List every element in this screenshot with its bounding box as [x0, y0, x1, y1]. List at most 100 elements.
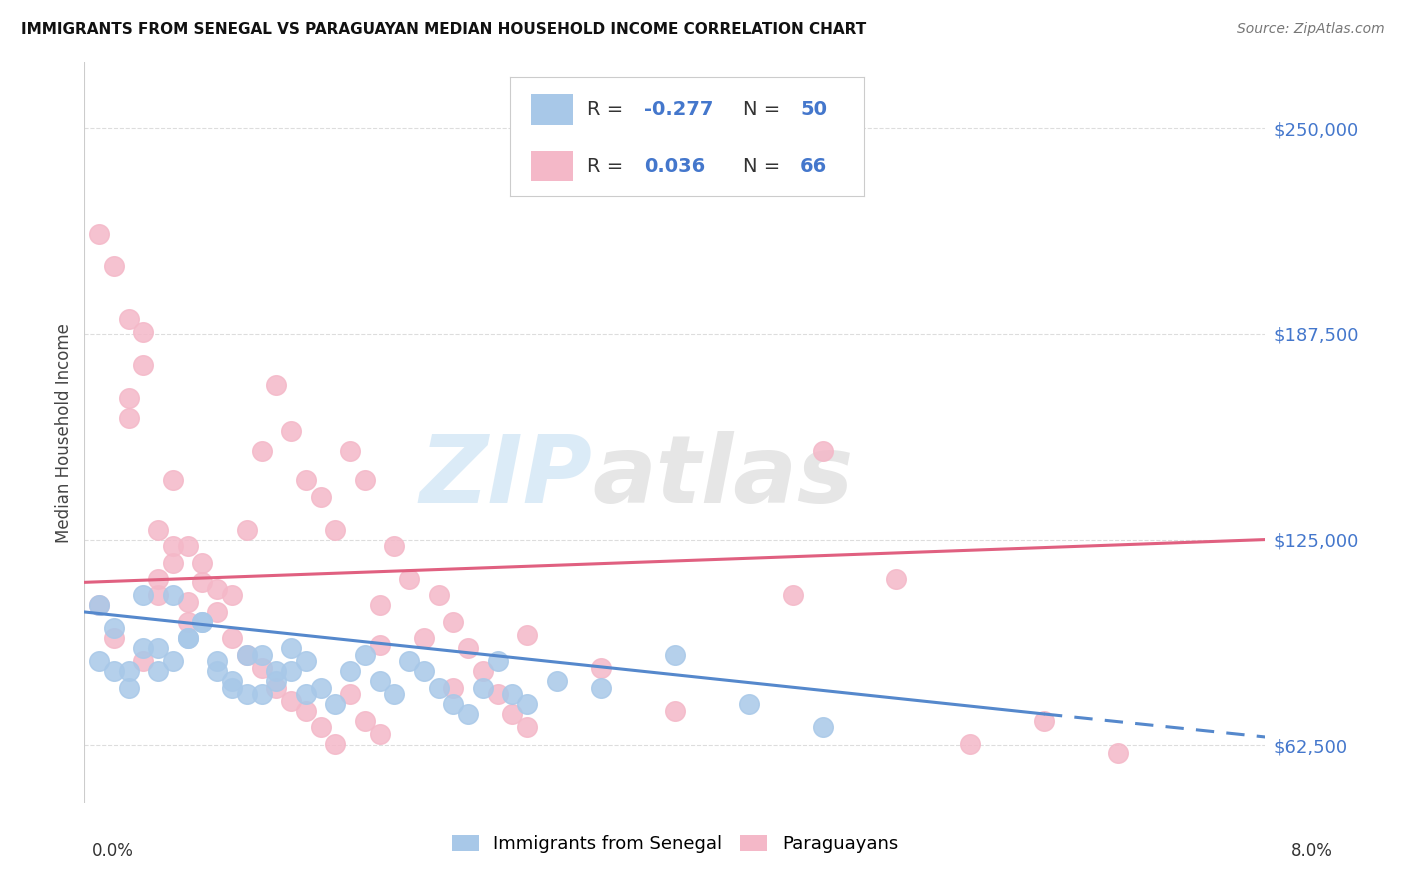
Text: IMMIGRANTS FROM SENEGAL VS PARAGUAYAN MEDIAN HOUSEHOLD INCOME CORRELATION CHART: IMMIGRANTS FROM SENEGAL VS PARAGUAYAN ME… [21, 22, 866, 37]
Point [250, 443, 273, 458]
Point [191, 575, 214, 590]
Point [516, 720, 538, 734]
Point [118, 312, 141, 326]
Point [280, 641, 302, 656]
Point [132, 358, 155, 372]
Point [148, 572, 170, 586]
Point [457, 641, 479, 656]
Point [486, 687, 509, 701]
Point [1033, 714, 1056, 728]
Point [280, 424, 302, 438]
Point [502, 706, 524, 721]
Text: 0.0%: 0.0% [91, 842, 134, 860]
Point [295, 654, 318, 668]
Point [516, 628, 538, 642]
Point [118, 681, 141, 695]
Point [221, 589, 243, 603]
Point [191, 615, 214, 629]
Point [177, 632, 200, 646]
Point [191, 615, 214, 629]
Point [368, 599, 391, 613]
Point [103, 621, 125, 635]
Point [546, 674, 568, 689]
Point [427, 589, 450, 603]
Point [103, 664, 125, 678]
Point [118, 664, 141, 678]
Point [384, 687, 406, 701]
Point [516, 697, 538, 711]
Point [413, 664, 436, 678]
Point [398, 572, 420, 586]
Point [339, 443, 361, 458]
Text: ZIP: ZIP [419, 431, 592, 523]
Point [103, 260, 125, 274]
Point [264, 681, 288, 695]
Point [132, 654, 155, 668]
Point [250, 661, 273, 675]
Point [235, 687, 259, 701]
Point [959, 737, 981, 751]
Point [443, 615, 465, 629]
Point [162, 556, 184, 570]
Point [486, 654, 509, 668]
Point [309, 720, 332, 734]
Point [664, 648, 686, 662]
Point [177, 632, 200, 646]
Point [368, 727, 391, 741]
Point [502, 687, 524, 701]
Point [235, 648, 259, 662]
Point [472, 664, 495, 678]
Point [221, 674, 243, 689]
Point [295, 687, 318, 701]
Point [207, 605, 229, 619]
Point [368, 674, 391, 689]
Point [738, 697, 761, 711]
Point [250, 687, 273, 701]
Point [148, 664, 170, 678]
Point [207, 664, 229, 678]
Point [177, 595, 200, 609]
Point [118, 391, 141, 405]
Point [295, 473, 318, 487]
Point [398, 654, 420, 668]
Point [132, 589, 155, 603]
Point [811, 443, 834, 458]
Point [250, 648, 273, 662]
Point [264, 674, 288, 689]
Point [162, 654, 184, 668]
Point [354, 473, 377, 487]
Point [339, 664, 361, 678]
Point [191, 556, 214, 570]
Point [325, 697, 347, 711]
Point [162, 539, 184, 553]
Text: atlas: atlas [592, 431, 853, 523]
Point [264, 664, 288, 678]
Point [295, 704, 318, 718]
Point [427, 681, 450, 695]
Point [177, 539, 200, 553]
Point [457, 706, 479, 721]
Point [87, 599, 111, 613]
Y-axis label: Median Household Income: Median Household Income [55, 323, 73, 542]
Point [354, 648, 377, 662]
Point [177, 615, 200, 629]
Point [368, 638, 391, 652]
Point [443, 697, 465, 711]
Point [280, 694, 302, 708]
Legend: Immigrants from Senegal, Paraguayans: Immigrants from Senegal, Paraguayans [444, 828, 905, 861]
Point [148, 589, 170, 603]
Point [207, 582, 229, 596]
Point [591, 681, 613, 695]
Point [162, 473, 184, 487]
Point [264, 378, 288, 392]
Text: Source: ZipAtlas.com: Source: ZipAtlas.com [1237, 22, 1385, 37]
Point [309, 681, 332, 695]
Point [591, 661, 613, 675]
Point [325, 523, 347, 537]
Point [664, 704, 686, 718]
Point [162, 589, 184, 603]
Text: 8.0%: 8.0% [1291, 842, 1333, 860]
Point [413, 632, 436, 646]
Point [309, 490, 332, 504]
Point [354, 714, 377, 728]
